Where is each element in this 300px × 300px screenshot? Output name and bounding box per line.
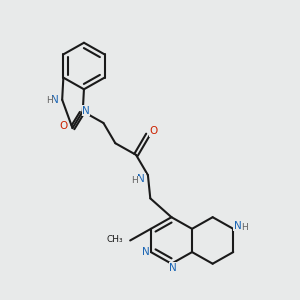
Text: N: N — [234, 220, 242, 231]
Text: N: N — [142, 247, 149, 257]
Text: H: H — [46, 96, 53, 105]
Text: H: H — [241, 223, 248, 232]
Text: H: H — [131, 176, 138, 185]
Text: O: O — [150, 126, 158, 136]
Text: O: O — [59, 121, 67, 131]
Text: CH₃: CH₃ — [106, 235, 123, 244]
Text: N: N — [82, 106, 90, 116]
Text: N: N — [169, 263, 177, 273]
Text: N: N — [51, 95, 59, 105]
Text: N: N — [137, 174, 145, 184]
